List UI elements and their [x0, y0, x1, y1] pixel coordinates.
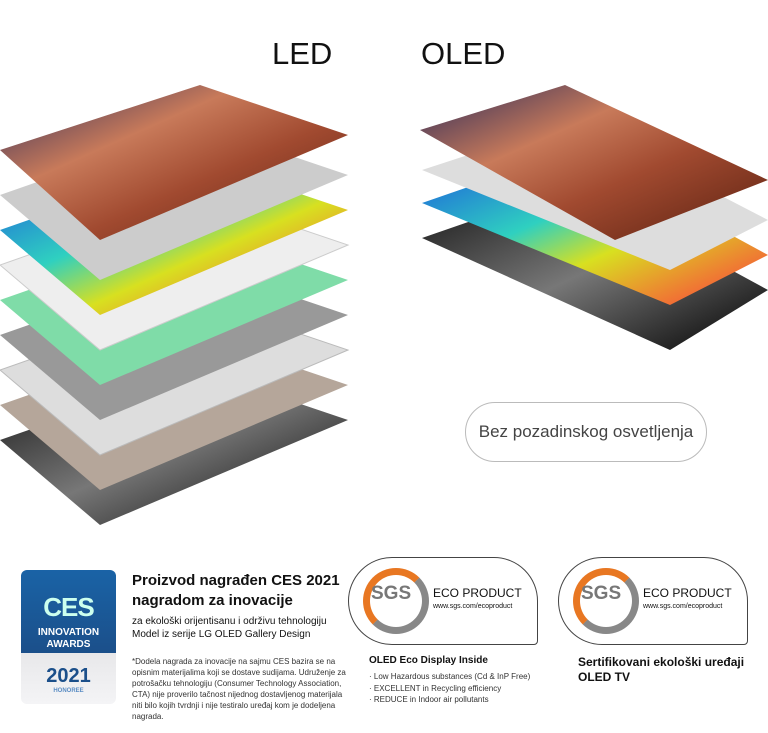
badge-honoree: HONOREE [53, 688, 84, 694]
oled-heading: OLED [421, 36, 506, 71]
led-layer-image [0, 85, 348, 240]
led-heading: LED [272, 36, 333, 71]
badge-line2: AWARDS [46, 639, 91, 650]
badge-line1: INNOVATION [37, 627, 100, 638]
sgs-eco-badge: SGS ECO PRODUCT www.sgs.com/ecoproduct [348, 557, 538, 645]
sgs-eco-badge-2: SGS ECO PRODUCT www.sgs.com/ecoproduct [558, 557, 748, 645]
point: · Low Hazardous substances (Cd & InP Fre… [369, 672, 531, 681]
ces-line2: Model iz serije LG OLED Gallery Design [132, 629, 311, 640]
sgs2-caption: Sertifikovani ekološki uređaji OLED TV [578, 655, 744, 685]
sgs1-points: · Low Hazardous substances (Cd & InP Fre… [369, 671, 530, 706]
oled-layers [420, 85, 768, 350]
ces-award-badge: CES INNOVATION AWARDS 2021 HONOREE [21, 570, 116, 704]
sgs-ring-icon [363, 568, 429, 634]
ces-footnote: *Dodela nagrada za inovacije na sajmu CE… [132, 657, 346, 721]
caption-line2: OLED TV [578, 670, 631, 684]
sgs-title: ECO PRODUCT [433, 586, 522, 600]
sgs-ring-icon [573, 568, 639, 634]
sgs-logo: SGS [371, 583, 412, 604]
point: · EXCELLENT in Recycling efficiency [369, 683, 502, 693]
caption-line1: Sertifikovani ekološki uređaji [578, 655, 745, 669]
no-backlight-label: Bez pozadinskog osvetljenja [465, 402, 707, 462]
ces-subtitle: za ekološki orijentisanu i održivu tehno… [132, 615, 327, 641]
ces-line1: za ekološki orijentisanu i održivu tehno… [132, 616, 327, 627]
ces-title: Proizvod nagrađen CES 2021 nagradom za i… [132, 572, 340, 609]
sgs-title: ECO PRODUCT [643, 586, 732, 600]
badge-year: 2021 [46, 665, 91, 687]
oled-layer-image [420, 85, 768, 240]
led-layers [0, 85, 350, 525]
sgs1-caption: OLED Eco Display Inside [369, 655, 488, 666]
sgs-url: www.sgs.com/ecoproduct [643, 603, 723, 610]
point: · REDUCE in Indoor air pollutants [369, 695, 489, 704]
sgs-logo: SGS [581, 583, 622, 604]
ces-logo: CES [43, 592, 94, 622]
layer-illustration [0, 85, 768, 525]
sgs-url: www.sgs.com/ecoproduct [433, 603, 513, 610]
